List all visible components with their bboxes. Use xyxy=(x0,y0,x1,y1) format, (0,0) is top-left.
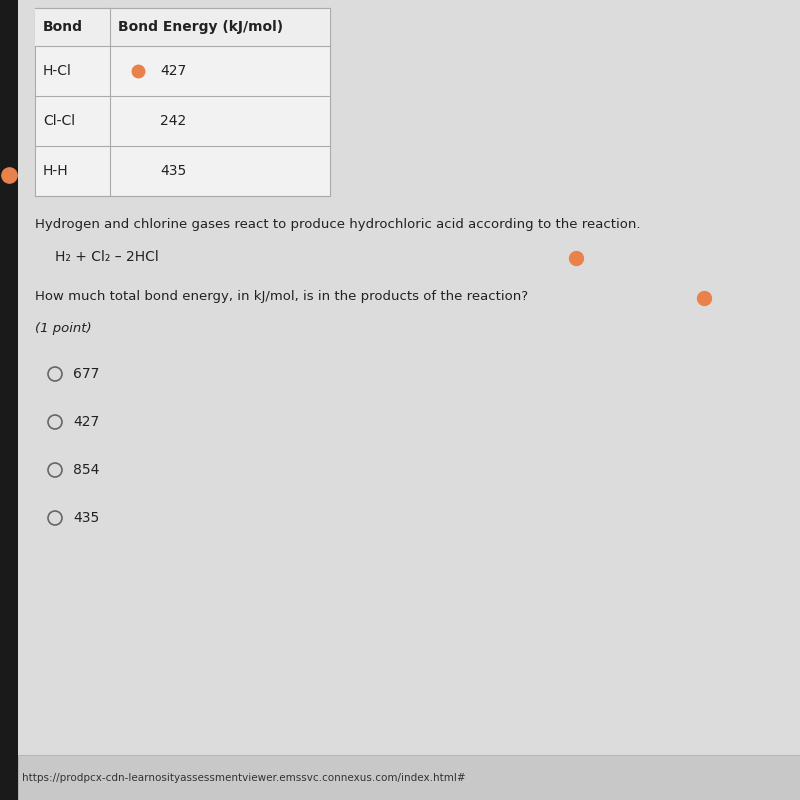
Bar xyxy=(35,8,330,196)
Bar xyxy=(0,0,18,800)
Text: 427: 427 xyxy=(160,64,186,78)
Text: How much total bond energy, in kJ/mol, is in the products of the reaction?: How much total bond energy, in kJ/mol, i… xyxy=(35,290,528,303)
Text: H₂ + Cl₂ – 2HCl: H₂ + Cl₂ – 2HCl xyxy=(55,250,158,264)
Text: H-Cl: H-Cl xyxy=(43,64,72,78)
Text: Bond: Bond xyxy=(43,20,83,34)
Text: Bond Energy (kJ/mol): Bond Energy (kJ/mol) xyxy=(118,20,283,34)
Text: Cl-Cl: Cl-Cl xyxy=(43,114,75,128)
Text: 854: 854 xyxy=(73,463,99,477)
Text: (1 point): (1 point) xyxy=(35,322,92,335)
Text: https://prodpcx-cdn-learnosityassessmentviewer.emssvc.connexus.com/index.html#: https://prodpcx-cdn-learnosityassessment… xyxy=(22,773,466,783)
Text: 435: 435 xyxy=(160,164,186,178)
Text: 242: 242 xyxy=(160,114,186,128)
Bar xyxy=(35,8,330,46)
Bar xyxy=(18,755,800,800)
Text: 427: 427 xyxy=(73,415,99,429)
Text: Hydrogen and chlorine gases react to produce hydrochloric acid according to the : Hydrogen and chlorine gases react to pro… xyxy=(35,218,641,231)
Text: 435: 435 xyxy=(73,511,99,525)
Text: H-H: H-H xyxy=(43,164,69,178)
Text: 677: 677 xyxy=(73,367,99,381)
